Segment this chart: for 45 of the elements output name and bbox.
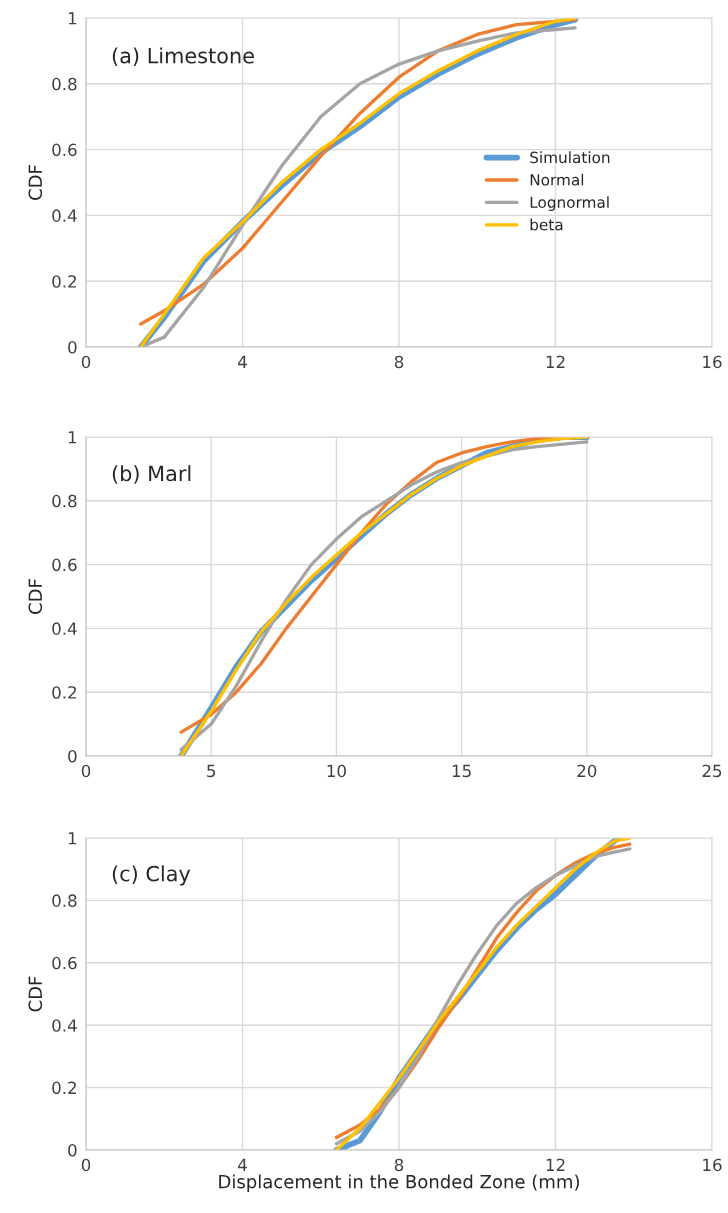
y-tick-label: 0.4 [52,622,77,635]
x-tick-label: 0 [81,764,91,778]
y-axis-title: CDF [28,165,43,200]
x-tick-label: 15 [452,764,471,778]
x-tick-label: 12 [546,355,565,368]
x-tick-label: 5 [207,764,216,778]
x-tick-label: 8 [394,355,404,369]
x-tick-label: 0 [81,1158,91,1172]
legend-label: Lognormal [530,196,609,211]
y-tick-label: 1 [68,12,77,25]
y-axis-title: CDF [28,579,43,614]
y-tick-label: 1 [68,431,77,444]
x-tick-label: 16 [703,1158,722,1172]
y-tick-label: 0.6 [52,558,77,572]
x-tick-label: 25 [702,764,722,778]
y-tick-label: 0.2 [52,686,76,699]
y-tick-label: 0 [68,1143,77,1157]
legend-label: beta [530,218,563,231]
x-tick-label: 4 [238,355,247,368]
y-tick-label: 0.2 [52,275,76,288]
y-tick-label: 0.6 [52,956,77,970]
y-tick-label: 0.8 [52,894,77,907]
x-tick-label: 8 [394,1158,404,1172]
x-tick-label: 4 [238,1158,247,1171]
y-tick-label: 0.8 [52,77,77,91]
y-tick-label: 0.6 [52,143,77,157]
y-tick-label: 0 [68,340,77,354]
annotation: (c) Clay [112,865,191,886]
x-tick-label: 16 [703,355,722,369]
x-tick-label: 12 [546,1158,565,1171]
x-tick-label: 20 [577,764,597,778]
y-tick-label: 1 [68,832,77,845]
legend-label: Simulation [530,151,610,164]
y-tick-label: 0 [68,749,77,763]
x-tick-label: 10 [327,764,346,778]
y-tick-label: 0.2 [52,1081,76,1095]
annotation: (b) Marl [112,465,191,484]
y-tick-label: 0.8 [52,494,77,508]
y-axis-title: CDF [28,976,43,1012]
y-tick-label: 0.4 [52,209,77,222]
x-axis-title: Displacement in the Bonded Zone (mm) [219,1174,579,1192]
y-tick-label: 0.4 [52,1019,77,1032]
legend-label: Normal [530,173,584,186]
annotation: (a) Limestone [112,47,254,66]
x-tick-label: 0 [81,355,91,369]
